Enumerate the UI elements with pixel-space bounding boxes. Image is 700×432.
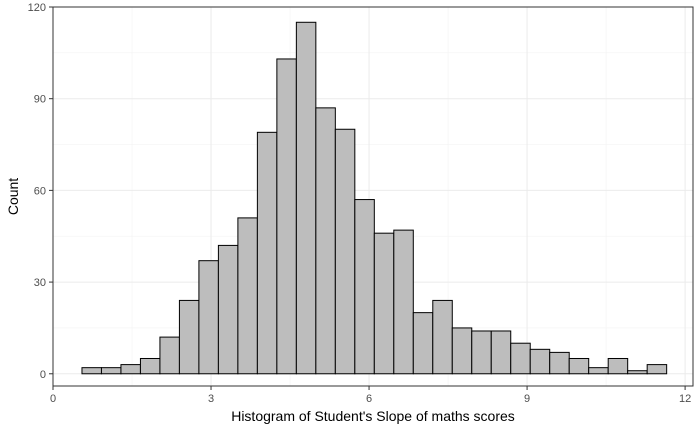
histogram-bar <box>471 330 492 375</box>
histogram-bar <box>276 58 297 375</box>
histogram-bar <box>315 107 336 375</box>
y-tick-label: 0 <box>40 369 46 381</box>
histogram-bar <box>373 232 395 375</box>
histogram-bar <box>549 351 570 375</box>
histogram-bar <box>627 370 648 375</box>
y-tick-label: 120 <box>28 2 46 14</box>
x-tick-label: 0 <box>50 393 56 405</box>
histogram-bar <box>646 364 668 375</box>
y-tick-label: 90 <box>34 94 46 106</box>
y-axis-title: Count <box>5 178 21 215</box>
histogram-bar <box>588 367 609 375</box>
histogram-bar <box>120 364 141 375</box>
histogram-bar <box>510 342 531 375</box>
histogram-bars <box>81 21 668 375</box>
histogram-bar <box>139 357 161 375</box>
axis-ticks <box>49 6 686 390</box>
histogram-bar <box>256 131 278 375</box>
plot-panel-border <box>52 6 694 387</box>
histogram-bar <box>198 260 219 375</box>
histogram-bar <box>237 217 258 375</box>
x-tick-label: 12 <box>679 393 691 405</box>
histogram-bar <box>178 299 200 375</box>
histogram-bar <box>295 21 317 375</box>
histogram-bar <box>451 327 473 375</box>
histogram-bar <box>412 312 434 375</box>
histogram-bar <box>100 367 122 375</box>
histogram-bar <box>490 330 512 375</box>
histogram-bar <box>354 199 375 375</box>
histogram-bar <box>81 367 102 375</box>
histogram-bar <box>607 357 629 375</box>
x-tick-label: 3 <box>208 393 214 405</box>
x-tick-label: 6 <box>366 393 372 405</box>
histogram-bar <box>159 336 180 375</box>
y-tick-label: 30 <box>34 277 46 289</box>
histogram-bar <box>568 357 590 375</box>
x-axis-title: Histogram of Student's Slope of maths sc… <box>231 408 515 424</box>
histogram-bar <box>529 348 551 375</box>
x-tick-label: 9 <box>524 393 530 405</box>
histogram-bar <box>432 299 453 375</box>
y-tick-label: 60 <box>34 185 46 197</box>
histogram-bar <box>217 244 239 375</box>
histogram-bar <box>334 128 356 375</box>
histogram-bar <box>393 229 414 375</box>
